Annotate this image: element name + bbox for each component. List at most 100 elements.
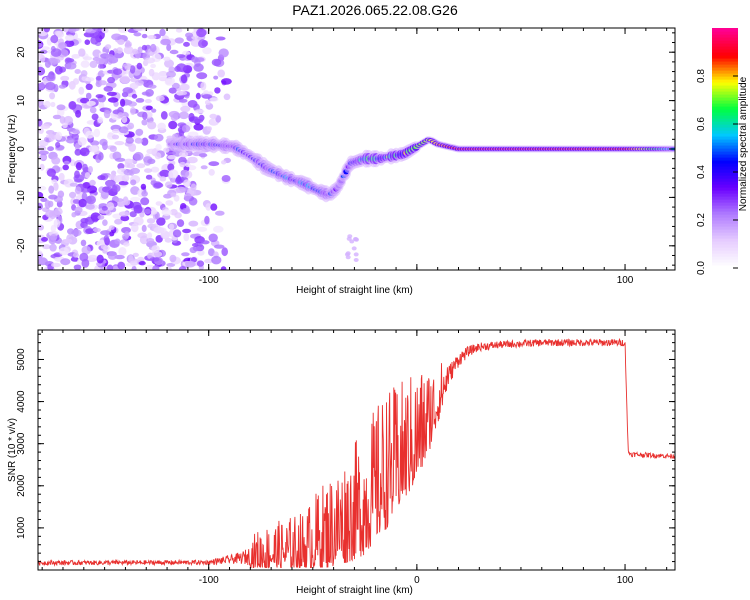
heatmap-cell bbox=[171, 82, 180, 89]
heatmap-cell bbox=[129, 82, 139, 90]
heatmap-cell bbox=[95, 75, 102, 81]
heatmap-cell bbox=[107, 264, 114, 270]
heatmap-cell bbox=[180, 74, 188, 84]
heatmap-cell bbox=[99, 80, 107, 86]
heatmap-cell bbox=[144, 168, 153, 174]
heatmap-cell bbox=[56, 104, 66, 111]
colorbar-segment bbox=[712, 235, 738, 239]
colorbar-tick-label: 0.6 bbox=[696, 117, 707, 131]
heatmap-cell bbox=[139, 211, 145, 218]
heatmap-cell bbox=[132, 48, 139, 55]
heatmap-cell bbox=[63, 238, 73, 244]
colorbar-segment bbox=[712, 196, 738, 200]
heatmap-cell bbox=[187, 156, 198, 164]
heatmap-cell bbox=[112, 68, 123, 75]
heatmap-cell bbox=[168, 110, 180, 118]
colorbar-segment bbox=[712, 142, 738, 146]
colorbar-segment bbox=[712, 208, 738, 212]
heatmap-cell bbox=[211, 58, 222, 67]
heatmap-cell bbox=[204, 258, 214, 264]
heatmap-cell bbox=[38, 52, 44, 60]
heatmap-cell bbox=[201, 40, 209, 47]
heatmap-cell bbox=[131, 93, 138, 99]
heatmap-cell bbox=[58, 172, 65, 181]
heatmap-cell bbox=[208, 248, 215, 257]
heatmap-cell bbox=[172, 229, 182, 238]
heatmap-cell bbox=[82, 163, 88, 173]
heatmap-cell bbox=[175, 186, 186, 194]
heatmap-cell bbox=[152, 265, 160, 270]
heatmap-cell bbox=[127, 122, 135, 130]
heatmap-cell bbox=[160, 111, 168, 120]
heatmap-cell bbox=[111, 33, 122, 41]
colorbar-segment bbox=[712, 133, 738, 137]
heatmap-cell bbox=[68, 101, 77, 110]
heatmap-cell bbox=[78, 86, 85, 95]
heatmap-cell bbox=[40, 197, 48, 202]
colorbar-segment bbox=[712, 115, 738, 119]
heatmap-cell bbox=[46, 74, 56, 82]
colorbar-segment bbox=[712, 178, 738, 182]
y-axis-label: Frequency (Hz) bbox=[7, 115, 18, 184]
heatmap-cell bbox=[107, 97, 119, 103]
colorbar-segment bbox=[712, 49, 738, 53]
colorbar-segment bbox=[712, 163, 738, 167]
heatmap-cell bbox=[38, 150, 49, 155]
heatmap-cell bbox=[55, 141, 61, 148]
colorbar-segment bbox=[712, 52, 738, 56]
heatmap-cell bbox=[52, 114, 62, 120]
heatmap-cell bbox=[64, 39, 75, 48]
heatmap-cell bbox=[192, 245, 202, 252]
heatmap-cell bbox=[346, 236, 352, 241]
heatmap-cell bbox=[72, 129, 80, 134]
heatmap-cell bbox=[45, 209, 54, 218]
heatmap-cell bbox=[51, 156, 61, 165]
heatmap-cell bbox=[75, 186, 82, 194]
heatmap-cell bbox=[153, 226, 165, 234]
heatmap-cell bbox=[178, 111, 189, 120]
heatmap-cell bbox=[135, 128, 144, 136]
heatmap-cell bbox=[351, 246, 357, 251]
heatmap-cell bbox=[209, 97, 219, 102]
heatmap-cell bbox=[42, 244, 51, 250]
heatmap-cell bbox=[68, 28, 77, 33]
heatmap-cell bbox=[49, 243, 57, 252]
heatmap-cell bbox=[106, 91, 117, 96]
heatmap-cell bbox=[206, 126, 212, 132]
heatmap-cell bbox=[181, 207, 191, 215]
heatmap-cell bbox=[132, 252, 139, 257]
colorbar-segment bbox=[712, 238, 738, 242]
heatmap-cell bbox=[195, 92, 201, 100]
heatmap-cell bbox=[181, 124, 191, 133]
colorbar-segment bbox=[712, 244, 738, 248]
heatmap-cell bbox=[38, 127, 44, 134]
heatmap-cell bbox=[103, 235, 110, 244]
heatmap-cell bbox=[123, 46, 134, 55]
heatmap-cell bbox=[58, 247, 70, 256]
heatmap-cell bbox=[188, 220, 199, 227]
heatmap-cell bbox=[214, 87, 221, 94]
heatmap-cell bbox=[170, 192, 177, 198]
colorbar-segment bbox=[712, 217, 738, 221]
heatmap-cell bbox=[85, 204, 95, 210]
heatmap-cell bbox=[69, 182, 78, 187]
colorbar-segment bbox=[712, 28, 738, 32]
heatmap-cell bbox=[41, 237, 48, 242]
heatmap-cell bbox=[100, 230, 111, 236]
heatmap-cell bbox=[223, 93, 231, 101]
heatmap-cell bbox=[159, 169, 171, 178]
heatmap-cell bbox=[174, 37, 184, 44]
colorbar-segment bbox=[712, 136, 738, 140]
heatmap-cell bbox=[169, 177, 177, 183]
heatmap-cell bbox=[44, 60, 51, 68]
heatmap-cell bbox=[89, 179, 96, 186]
heatmap-cell bbox=[179, 83, 190, 91]
colorbar-segment bbox=[712, 40, 738, 44]
colorbar-segment bbox=[712, 262, 738, 266]
heatmap-cell bbox=[159, 176, 167, 182]
heatmap-cell bbox=[221, 160, 227, 165]
heatmap-cell bbox=[213, 225, 224, 233]
y-tick-label: -10 bbox=[16, 190, 27, 205]
heatmap-cell bbox=[84, 39, 91, 45]
